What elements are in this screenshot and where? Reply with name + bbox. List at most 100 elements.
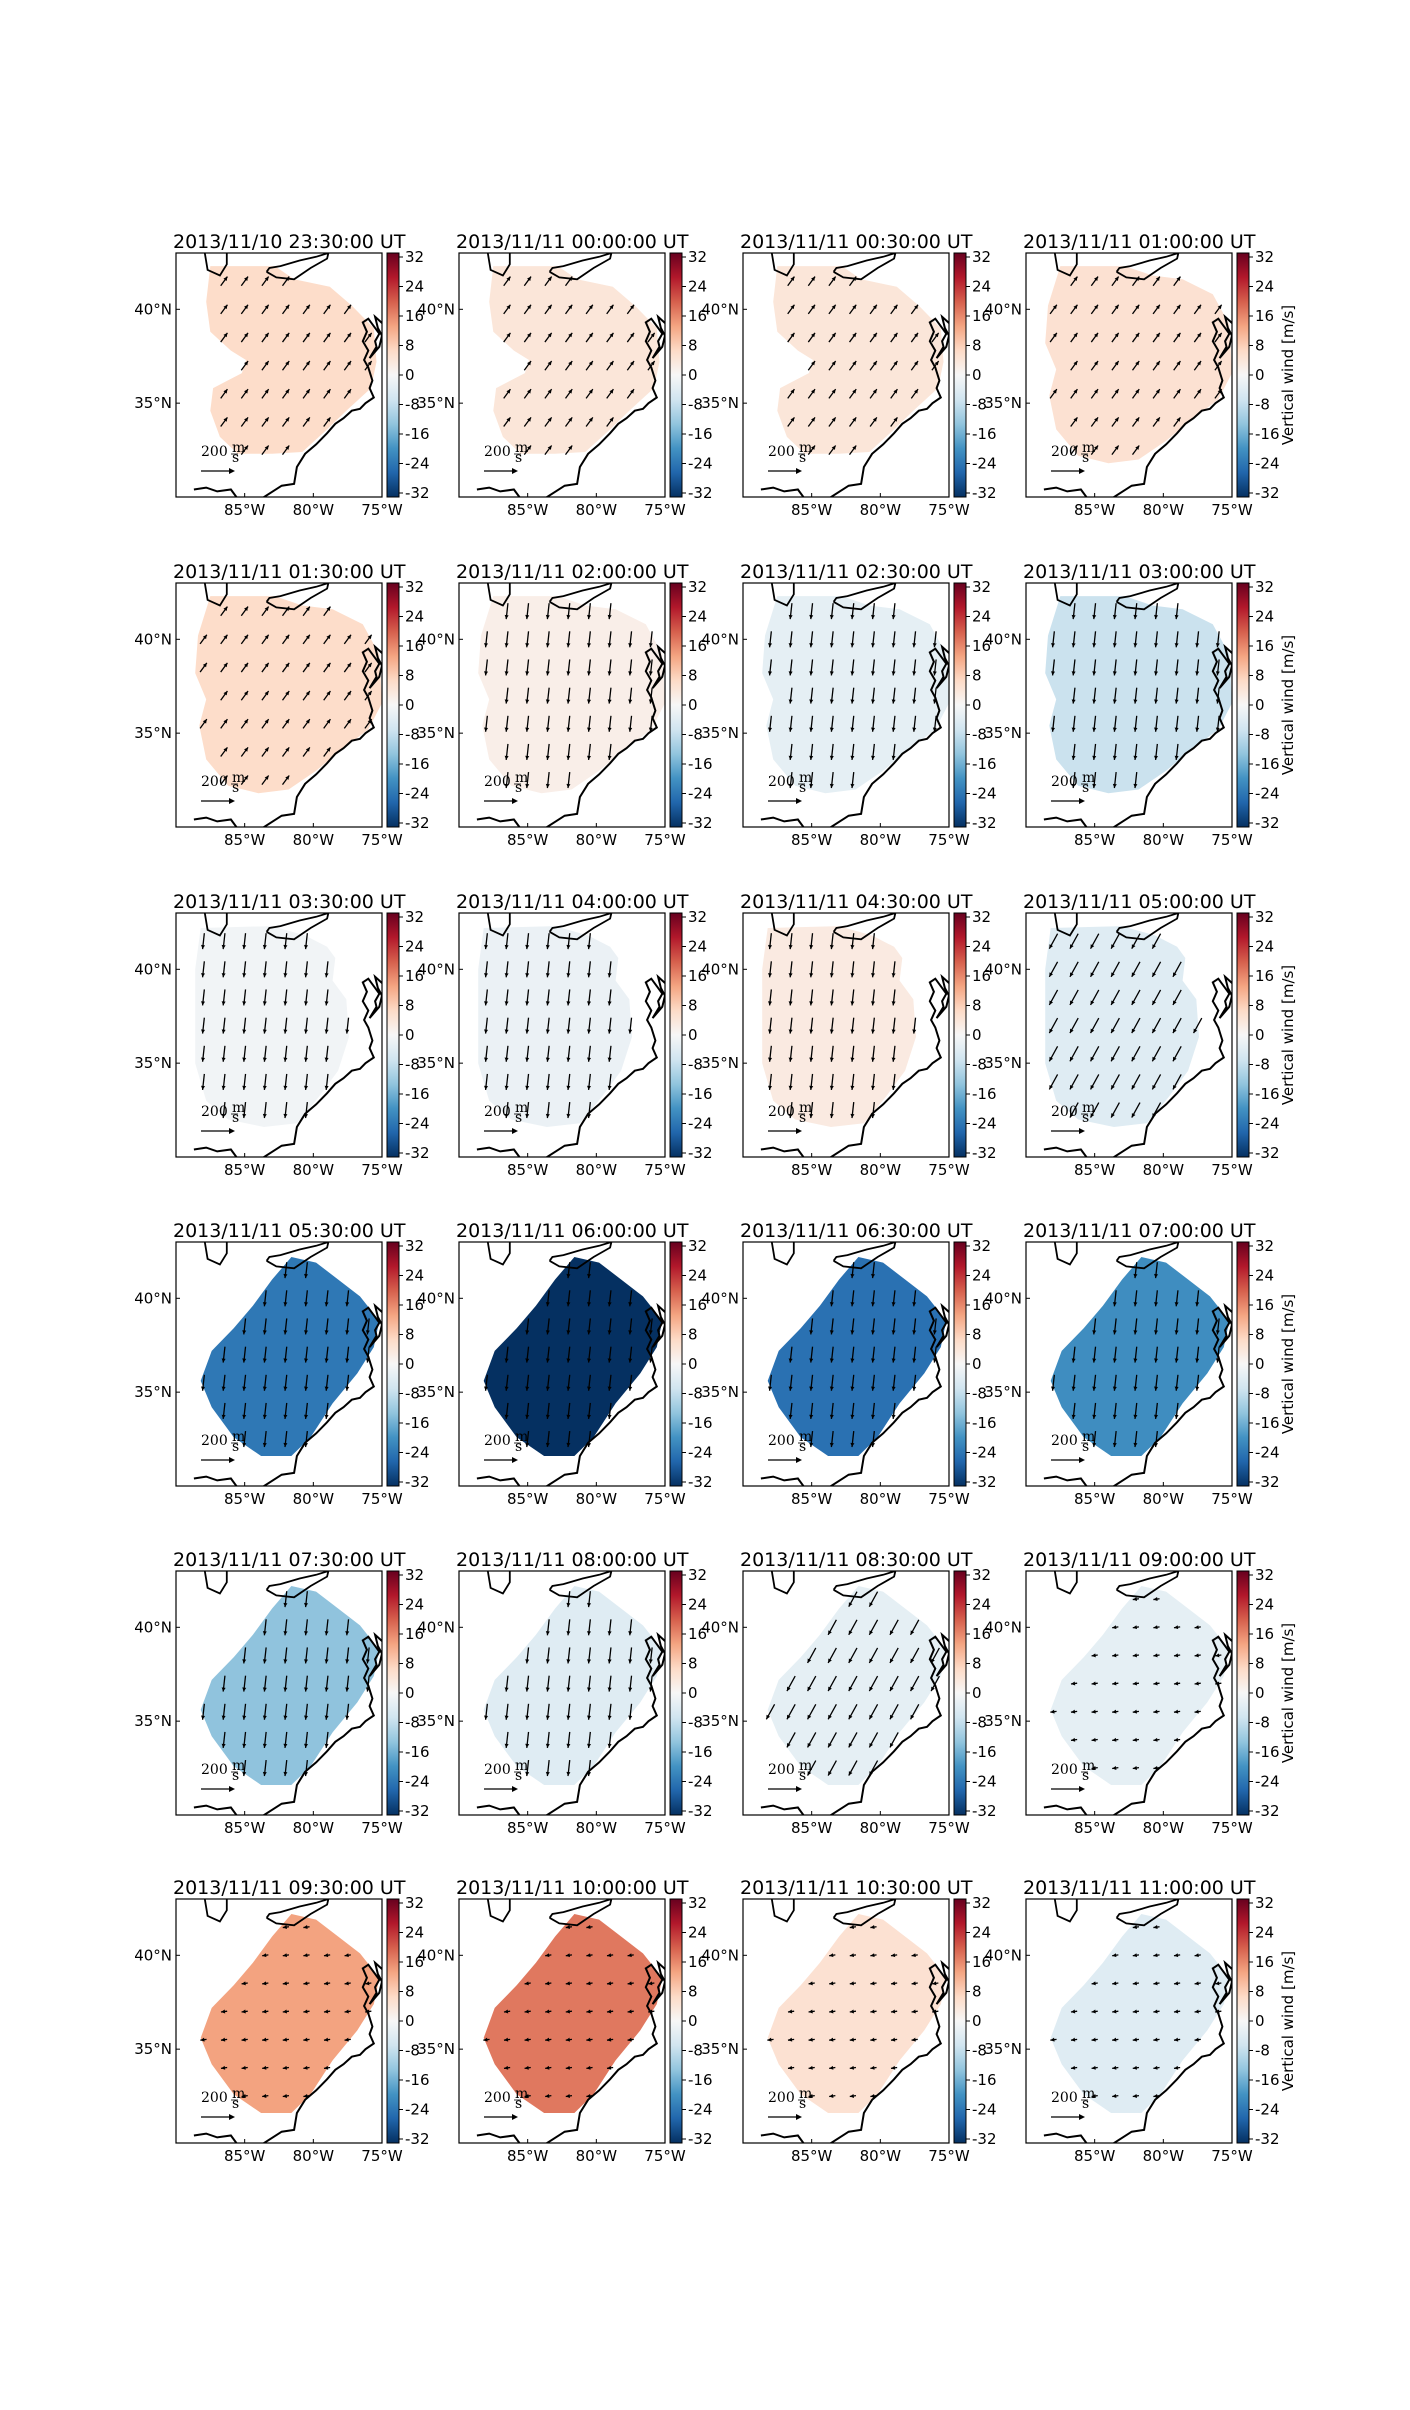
lon-tick-label: 75°W xyxy=(928,501,970,519)
wind-arrow-head xyxy=(1132,2009,1138,2014)
colorbar-label: Vertical wind [m/s] xyxy=(1279,1623,1297,1763)
quiver-key-unit-den: s xyxy=(1082,1110,1089,1126)
wind-arrow-head xyxy=(871,1358,876,1363)
wind-arrow-head xyxy=(650,361,655,366)
wind-arrow-head xyxy=(870,2065,875,2070)
wind-arrow-head xyxy=(808,1981,813,1986)
wind-arrow-head xyxy=(912,1330,917,1335)
lon-tick-label: 80°W xyxy=(293,831,335,849)
wind-arrow-head xyxy=(221,1743,226,1748)
colorbar xyxy=(386,1570,400,1816)
wind-arrow-head xyxy=(525,1386,530,1391)
wind-arrow-head xyxy=(285,276,290,281)
wind-arrow-head xyxy=(1215,727,1220,732)
wind-arrow-head xyxy=(1133,1330,1138,1335)
wind-arrow-head xyxy=(850,1085,855,1090)
wind-arrow-head xyxy=(305,719,310,724)
wind-arrow-head xyxy=(326,361,331,366)
colorbar-tick-label: -24 xyxy=(1255,455,1280,473)
wind-arrow-head xyxy=(790,417,795,422)
wind-arrow-head xyxy=(1173,1709,1179,1714)
wind-arrow-head xyxy=(1195,671,1200,676)
wind-arrow-head xyxy=(262,1687,267,1692)
wind-arrow-head xyxy=(811,445,816,450)
wind-arrow-head xyxy=(1073,389,1078,394)
wind-arrow-head xyxy=(850,643,855,648)
colorbar-tick-label: 8 xyxy=(688,337,698,355)
wind-arrow-head xyxy=(912,671,917,676)
lon-tick-label: 85°W xyxy=(791,2147,833,2165)
wind-arrow-head xyxy=(848,1771,853,1776)
wind-arrow-head xyxy=(891,1085,896,1090)
wind-arrow-head xyxy=(848,1742,853,1748)
wind-arrow-head xyxy=(912,1029,917,1034)
lat-tick-label: 35°N xyxy=(984,724,1022,742)
wind-arrow-head xyxy=(484,727,489,732)
colorbar-tick-label: -32 xyxy=(972,1144,997,1162)
wind-arrow-head xyxy=(1112,1981,1117,1986)
wind-arrow-head xyxy=(628,1687,633,1692)
coastline xyxy=(476,1302,665,1486)
colorbar-tick-label: -16 xyxy=(688,1085,713,1103)
wind-arrow-head xyxy=(244,361,249,366)
wind-arrow-head xyxy=(648,699,653,704)
wind-arrow-head xyxy=(870,2009,875,2014)
panel-frame xyxy=(175,912,383,1158)
quiver-key-label: 200 xyxy=(201,2090,228,2106)
wind-arrow-head xyxy=(285,417,290,422)
wind-arrow-head xyxy=(788,1085,793,1090)
colorbar xyxy=(1236,252,1250,498)
wind-arrow-head xyxy=(525,755,530,760)
colorbar-tick-label: -16 xyxy=(972,1085,997,1103)
quiver-key-label: 200 xyxy=(1051,774,1078,790)
colorbar-tick-label: -8 xyxy=(1255,726,1270,744)
panel-frame xyxy=(742,1898,950,2144)
lon-tick-label: 80°W xyxy=(860,1490,902,1508)
colorbar-tick-label: -24 xyxy=(1255,785,1280,803)
wind-arrow-head xyxy=(1070,1681,1076,1686)
wind-arrow-head xyxy=(588,361,593,366)
wind-arrow-head xyxy=(788,614,793,620)
wind-arrow-head xyxy=(1133,1386,1138,1391)
wind-arrow-head xyxy=(869,1602,874,1607)
wind-arrow-head xyxy=(934,332,939,338)
wind-arrow-head xyxy=(221,1057,226,1062)
wind-arrow-head xyxy=(241,2009,246,2014)
panel-title: 2013/11/11 05:00:00 UT xyxy=(1023,891,1256,913)
lake-michigan xyxy=(1053,1571,1078,1595)
wind-arrow-head xyxy=(787,2065,793,2070)
wind-arrow-head xyxy=(1154,1330,1159,1335)
wind-arrow-head xyxy=(1133,671,1138,676)
panel-frame xyxy=(458,1241,666,1487)
wind-arrow-head xyxy=(304,944,309,950)
wind-arrow-head xyxy=(587,1687,592,1692)
wind-arrow-head xyxy=(587,1085,592,1090)
wind-arrow-head xyxy=(850,1057,855,1062)
wind-arrow-head xyxy=(914,332,919,338)
wind-arrow-head xyxy=(871,1113,876,1119)
wind-arrow-head xyxy=(264,445,269,450)
wind-arrow-head xyxy=(264,747,269,752)
wind-arrow-head xyxy=(1217,361,1222,366)
wind-arrow-head xyxy=(788,1358,793,1363)
wind-arrow-head xyxy=(932,1330,937,1335)
colorbar xyxy=(669,1898,683,2144)
wind-arrow-head xyxy=(545,699,550,704)
lake-michigan xyxy=(203,913,228,937)
colorbar-tick-label: 8 xyxy=(405,337,415,355)
wind-arrow-head xyxy=(221,1085,226,1090)
colorbar-tick-label: -16 xyxy=(405,1743,430,1761)
colorbar-tick-label: 16 xyxy=(688,1296,707,1314)
panel-title: 2013/11/11 03:30:00 UT xyxy=(173,891,406,913)
quiver-key-arrow-head xyxy=(796,468,802,474)
wind-arrow-head xyxy=(283,1659,288,1664)
wind-arrow-head xyxy=(283,1715,288,1720)
wind-arrow-head xyxy=(367,332,372,338)
wind-arrow-head xyxy=(201,1001,206,1006)
wind-arrow-head xyxy=(484,643,489,648)
quiver-key-unit-num: m xyxy=(515,770,528,786)
wind-arrow-head xyxy=(244,634,249,640)
wind-arrow-head xyxy=(242,1330,247,1335)
wind-arrow-head xyxy=(545,755,550,760)
